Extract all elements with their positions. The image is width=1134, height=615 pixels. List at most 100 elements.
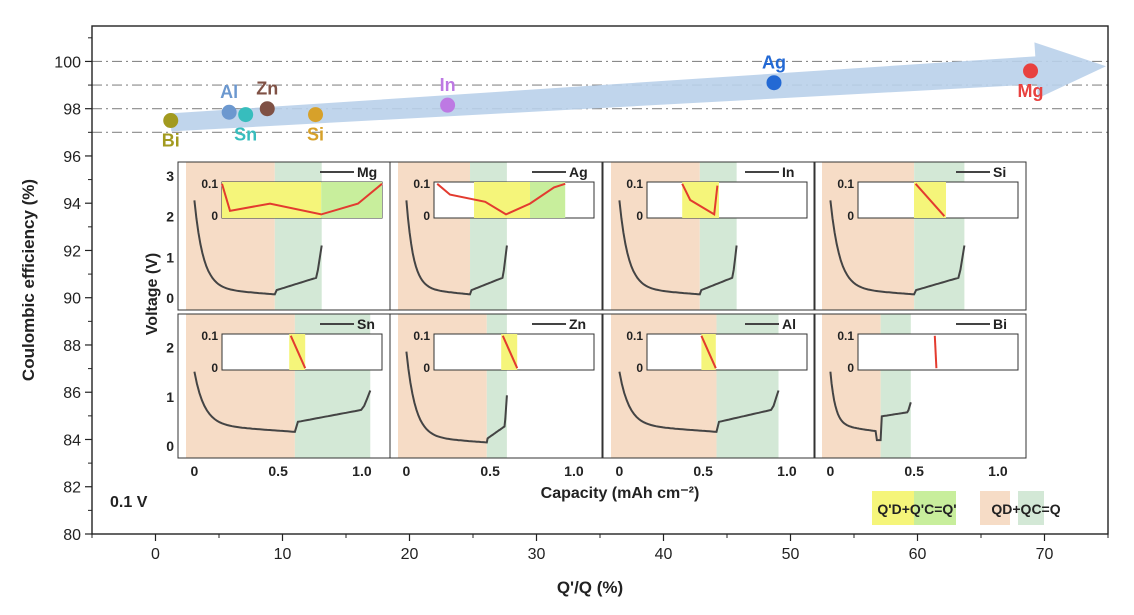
voltage-curve: [829, 200, 966, 296]
inset-frame: [813, 161, 1027, 311]
y-tick-label: 100: [54, 54, 81, 71]
mini-y-tick: 0: [423, 361, 430, 375]
data-point-zn: [259, 101, 275, 117]
voltage-curve: [405, 200, 508, 296]
mini-y-tick: 0.1: [413, 177, 430, 191]
mini-curve: [221, 183, 383, 216]
mini-y-tick: 0.1: [201, 177, 218, 191]
y-tick-label: 88: [63, 338, 81, 355]
inset-x-tick: 1.0: [777, 463, 797, 479]
mini-y-tick: 0.1: [837, 329, 854, 343]
y-tick-label: 96: [63, 149, 81, 166]
inset-frame: [813, 313, 1027, 459]
mini-y-tick: 0: [847, 361, 854, 375]
mini-y-tick: 0: [211, 361, 218, 375]
inset-y-tick: 2: [166, 209, 174, 225]
legend-qc-swatch: [1018, 491, 1044, 525]
inset-y-tick: 2: [166, 340, 174, 356]
mini-y-tick: 0: [636, 209, 643, 223]
data-point-in: [440, 97, 456, 113]
mini-curve: [700, 335, 717, 369]
data-point-bi: [163, 113, 179, 129]
inset-x-tick: 0: [402, 463, 410, 479]
voltage-curve: [618, 200, 738, 296]
point-label-sn: Sn: [234, 125, 257, 145]
point-label-al: Al: [220, 82, 238, 102]
mini-curve: [933, 335, 938, 369]
legend-qprime-d-swatch: [872, 491, 914, 525]
x-tick-label: 70: [1036, 546, 1054, 563]
inset-panel-name: Ag: [569, 164, 588, 180]
inset-panel-bi: Bi 0.1 0 0 0.5 1.0: [813, 313, 1027, 479]
point-label-zn: Zn: [256, 79, 278, 99]
mini-inset-frame: [646, 333, 808, 371]
voltage-curve: [193, 371, 372, 433]
data-point-mg: [1023, 63, 1039, 79]
voltage-curve: [405, 351, 508, 444]
inset-panel-name: Zn: [569, 316, 586, 332]
y-axis-label: Coulombic efficiency (%): [19, 179, 38, 381]
mini-y-tick: 0.1: [626, 177, 643, 191]
inset-panel-si: Si 0.1 0: [813, 161, 1027, 311]
inset-x-tick: 1.0: [352, 463, 372, 479]
y-tick-label: 94: [63, 196, 81, 213]
inset-x-tick: 0: [826, 463, 834, 479]
data-point-al: [221, 104, 237, 120]
data-point-si: [308, 107, 324, 123]
y-tick-label: 90: [63, 291, 81, 308]
inset-panel-in: In 0.1 0: [602, 161, 816, 311]
inset-panel-name: Al: [782, 316, 796, 332]
inset-panel-zn: Zn 0.1 0 0 0.5 1.0: [389, 313, 603, 479]
legend-qprime-c-swatch: [914, 491, 956, 525]
inset-y-tick: 0: [166, 438, 174, 454]
y-tick-label: 86: [63, 385, 81, 402]
inset-frame: [602, 161, 816, 311]
mini-curve: [501, 335, 519, 369]
inset-x-tick: 0: [615, 463, 623, 479]
inset-x-tick: 0.5: [268, 463, 288, 479]
inset-frame: [389, 313, 603, 459]
trend-arrow: [170, 42, 1106, 132]
voltage-curve: [829, 371, 912, 442]
inset-y-tick: 1: [166, 389, 174, 405]
legend-q-text: QD+QC=Q: [991, 501, 1060, 517]
voltage-curve: [193, 200, 323, 296]
inset-legend: Q'D+Q'C=Q' QD+QC=Q: [872, 491, 1061, 525]
inset-frame: [602, 313, 816, 459]
inset-x-label: Capacity (mAh cm⁻²): [541, 485, 700, 502]
inset-panel-name: Mg: [357, 164, 377, 180]
condition-label: 0.1 V: [110, 494, 148, 511]
inset-panel-name: Bi: [993, 316, 1007, 332]
mini-y-tick: 0: [636, 361, 643, 375]
x-tick-label: 10: [274, 546, 292, 563]
y-tick-label: 98: [63, 102, 81, 119]
inset-panel-al: Al 0.1 0 0 0.5 1.0: [602, 313, 816, 479]
mini-inset-frame: [646, 181, 808, 219]
mini-qprime-d-region: [222, 182, 322, 218]
y-tick-label: 80: [63, 527, 81, 544]
voltage-curve: [618, 371, 780, 433]
mini-curve: [914, 183, 946, 217]
point-label-in: In: [440, 75, 456, 95]
inset-y-label: Voltage (V): [144, 253, 161, 335]
inset-panel-ag: Ag 0.1 0: [389, 161, 603, 311]
x-tick-label: 60: [909, 546, 927, 563]
inset-x-tick: 0: [190, 463, 198, 479]
mini-y-tick: 0: [847, 209, 854, 223]
legend-qprime-text: Q'D+Q'C=Q': [877, 501, 956, 517]
mini-y-tick: 0.1: [626, 329, 643, 343]
mini-curve: [681, 183, 719, 217]
inset-x-tick: 0.5: [480, 463, 500, 479]
mini-y-tick: 0: [423, 209, 430, 223]
x-tick-label: 0: [151, 546, 160, 563]
point-label-bi: Bi: [162, 131, 180, 151]
point-label-mg: Mg: [1018, 81, 1044, 101]
inset-y-tick: 1: [166, 249, 174, 265]
legend-qd-swatch: [980, 491, 1010, 525]
mini-inset-frame: [857, 333, 1019, 371]
inset-y-tick: 3: [166, 168, 174, 184]
point-label-si: Si: [307, 125, 324, 145]
mini-curve: [436, 182, 566, 216]
